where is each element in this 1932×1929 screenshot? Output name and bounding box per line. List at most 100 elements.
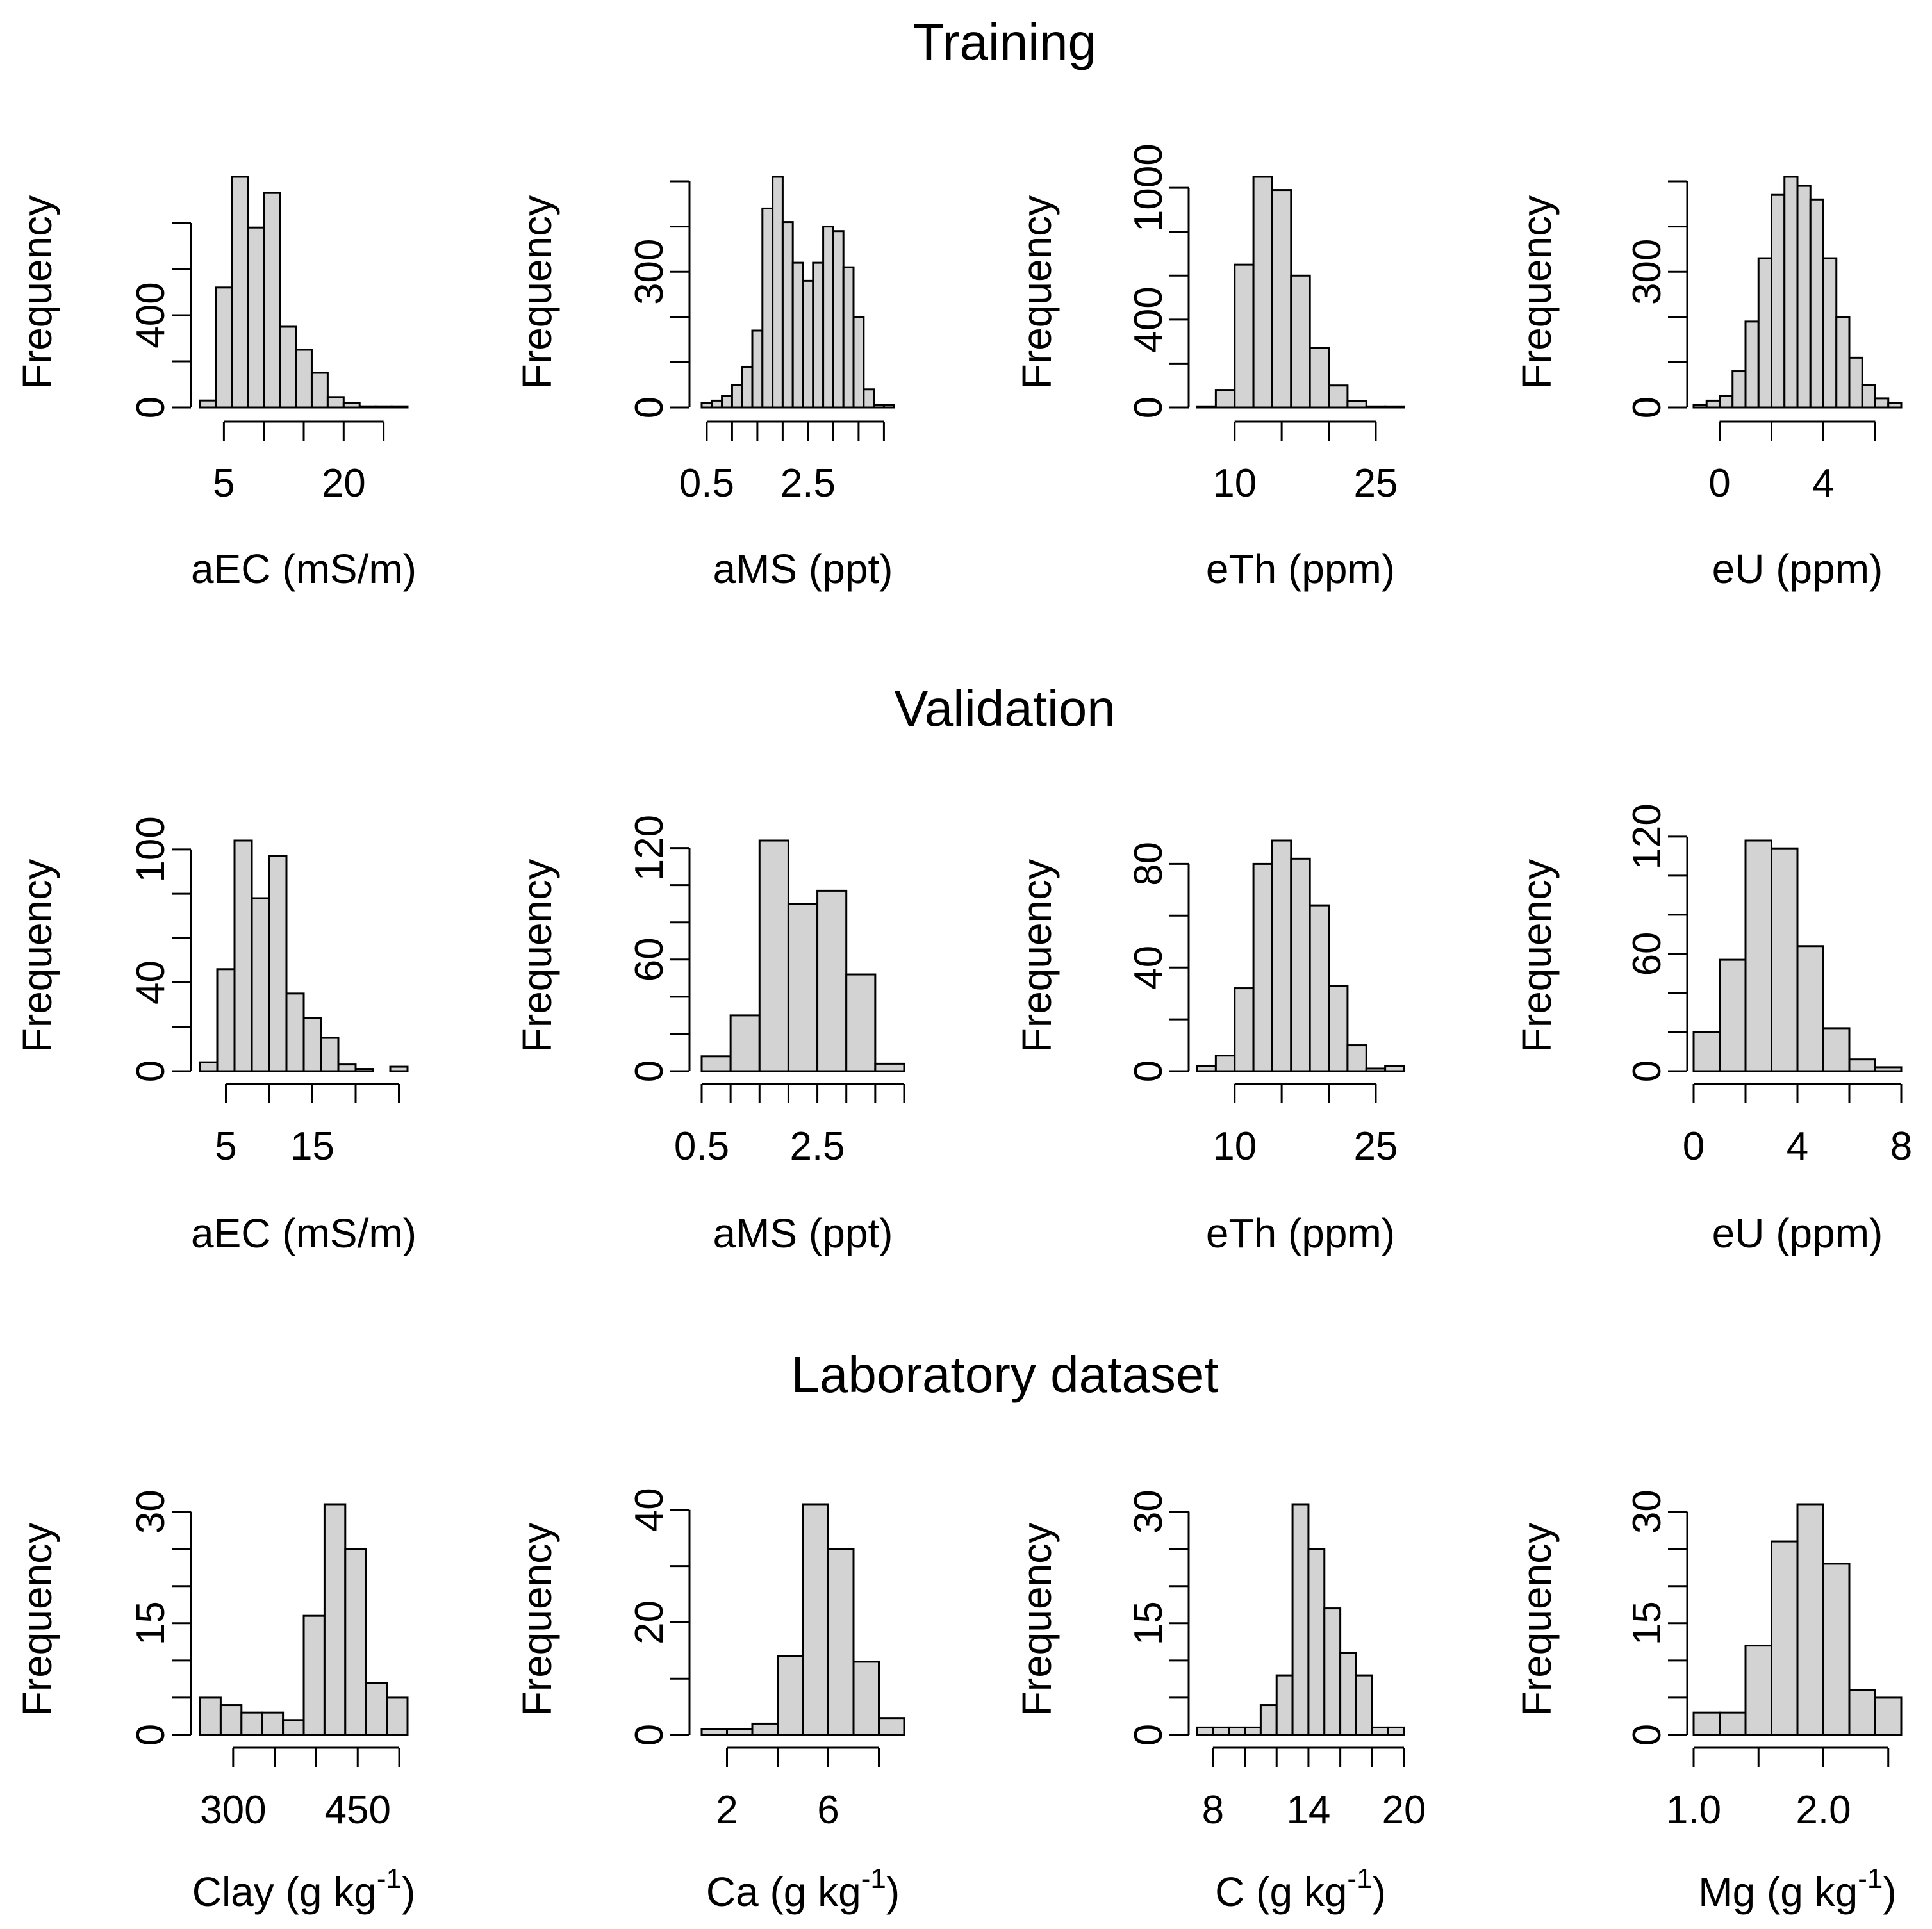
x-tick-label-training-eu-ppm-4: 4 bbox=[1812, 461, 1834, 505]
bar-laboratory-dataset-c-g-kg-7 bbox=[1307, 1548, 1326, 1736]
bar-training-eth-ppm-3 bbox=[1252, 176, 1273, 409]
bar-training-aec-ms-m-7 bbox=[310, 372, 329, 409]
bar-validation-eth-ppm-1 bbox=[1214, 1055, 1236, 1072]
bar-training-eth-ppm-8 bbox=[1346, 400, 1367, 409]
x-tick-label-validation-eth-ppm-10: 10 bbox=[1212, 1124, 1257, 1169]
y-tick-label-validation-eth-ppm-40: 40 bbox=[1127, 946, 1171, 990]
histogram-validation-aec-ms-m: 0 40 100 5 15 aEC (mS/m) Frequency bbox=[14, 816, 417, 1256]
bar-validation-aec-ms-m-0 bbox=[199, 1061, 219, 1072]
bar-laboratory-dataset-clay-g-kg-9 bbox=[386, 1696, 409, 1736]
y-tick-label-training-eu-ppm-0: 0 bbox=[1625, 397, 1669, 418]
bar-training-eu-ppm-11 bbox=[1835, 316, 1851, 409]
bar-training-ams-ppt-16 bbox=[863, 388, 875, 409]
x-axis-label-laboratory-dataset-c-g-kg: C (g kg-1) bbox=[1215, 1863, 1386, 1915]
row-title-training: Training bbox=[913, 13, 1096, 70]
y-tick-label-training-ams-ppt-0: 0 bbox=[627, 397, 672, 418]
bar-training-eth-ppm-5 bbox=[1290, 274, 1311, 409]
x-tick-label-validation-eu-ppm-8: 8 bbox=[1890, 1124, 1912, 1169]
bar-validation-eth-ppm-7 bbox=[1328, 985, 1349, 1072]
bar-training-eu-ppm-4 bbox=[1744, 320, 1760, 409]
bar-validation-eth-ppm-4 bbox=[1271, 839, 1292, 1072]
bar-training-aec-ms-m-9 bbox=[342, 402, 361, 409]
bar-validation-ams-ppt-3 bbox=[787, 903, 819, 1072]
y-tick-label-training-eth-ppm-0: 0 bbox=[1127, 397, 1171, 418]
y-tick-label-validation-ams-ppt-120: 120 bbox=[627, 815, 672, 881]
y-tick-label-laboratory-dataset-ca-g-kg-40: 40 bbox=[627, 1488, 672, 1532]
y-tick-label-laboratory-dataset-c-g-kg-0: 0 bbox=[1127, 1724, 1171, 1746]
y-tick-label-laboratory-dataset-ca-g-kg-0: 0 bbox=[627, 1724, 672, 1746]
x-axis-label-validation-eth-ppm: eTh (ppm) bbox=[1206, 1210, 1395, 1256]
x-tick-label-validation-aec-ms-m-15: 15 bbox=[290, 1124, 334, 1169]
bar-laboratory-dataset-clay-g-kg-0 bbox=[199, 1696, 222, 1736]
y-tick-label-training-eth-ppm-400: 400 bbox=[1127, 286, 1171, 352]
y-tick-label-validation-aec-ms-m-40: 40 bbox=[129, 960, 173, 1005]
bar-training-ams-ppt-3 bbox=[731, 384, 743, 409]
bar-validation-eu-ppm-6 bbox=[1848, 1058, 1876, 1072]
y-tick-label-laboratory-dataset-c-g-kg-15: 15 bbox=[1127, 1601, 1171, 1645]
x-tick-label-laboratory-dataset-clay-g-kg-300: 300 bbox=[200, 1788, 266, 1832]
x-axis-label-training-ams-ppt: aMS (ppt) bbox=[713, 546, 893, 592]
bar-laboratory-dataset-ca-g-kg-2 bbox=[751, 1722, 779, 1736]
bar-training-aec-ms-m-1 bbox=[215, 286, 233, 409]
bar-validation-eu-ppm-3 bbox=[1771, 847, 1799, 1072]
bar-laboratory-dataset-clay-g-kg-7 bbox=[344, 1548, 367, 1736]
histogram-training-ams-ppt: 0 300 0.5 2.5 aMS (ppt) Frequency bbox=[514, 176, 895, 592]
y-tick-label-laboratory-dataset-clay-g-kg-30: 30 bbox=[129, 1490, 173, 1534]
y-axis-label-laboratory-dataset-c-g-kg: Frequency bbox=[1014, 1523, 1060, 1716]
bar-validation-eth-ppm-9 bbox=[1365, 1067, 1387, 1072]
bar-training-ams-ppt-11 bbox=[812, 261, 825, 409]
bar-training-eu-ppm-5 bbox=[1757, 257, 1772, 409]
bar-validation-aec-ms-m-3 bbox=[251, 897, 270, 1072]
bar-laboratory-dataset-c-g-kg-0 bbox=[1196, 1726, 1214, 1736]
y-tick-label-training-ams-ppt-300: 300 bbox=[627, 239, 672, 305]
bar-training-eu-ppm-3 bbox=[1731, 370, 1747, 409]
bar-laboratory-dataset-clay-g-kg-2 bbox=[240, 1711, 263, 1736]
x-axis-label-laboratory-dataset-ca-g-kg: Ca (g kg-1) bbox=[706, 1863, 900, 1915]
bar-training-aec-ms-m-6 bbox=[295, 349, 313, 409]
x-tick-label-validation-aec-ms-m-5: 5 bbox=[215, 1124, 236, 1169]
x-tick-label-validation-eu-ppm-0: 0 bbox=[1683, 1124, 1705, 1169]
histogram-training-aec-ms-m: 0 400 5 20 aEC (mS/m) Frequency bbox=[14, 176, 417, 592]
y-tick-label-training-eth-ppm-1000: 1000 bbox=[1127, 144, 1171, 232]
histogram-laboratory-dataset-c-g-kg: 0 15 30 8 14 20 C (g kg-1) Frequency bbox=[1014, 1490, 1426, 1915]
x-tick-label-validation-eth-ppm-25: 25 bbox=[1353, 1124, 1398, 1169]
x-tick-label-training-ams-ppt-0-5: 0.5 bbox=[679, 461, 734, 505]
bar-training-ams-ppt-17 bbox=[873, 404, 885, 409]
bar-validation-eu-ppm-7 bbox=[1874, 1066, 1903, 1072]
bar-validation-aec-ms-m-1 bbox=[216, 968, 236, 1072]
y-tick-label-laboratory-dataset-clay-g-kg-15: 15 bbox=[129, 1601, 173, 1645]
y-tick-label-validation-aec-ms-m-100: 100 bbox=[129, 816, 173, 882]
bar-validation-ams-ppt-1 bbox=[729, 1014, 761, 1072]
bar-validation-aec-ms-m-9 bbox=[354, 1068, 374, 1072]
bar-training-eth-ppm-4 bbox=[1271, 189, 1292, 409]
bar-training-eu-ppm-12 bbox=[1848, 356, 1863, 409]
y-tick-label-validation-eu-ppm-0: 0 bbox=[1625, 1060, 1669, 1082]
bar-training-aec-ms-m-12 bbox=[390, 405, 409, 409]
bar-laboratory-dataset-c-g-kg-3 bbox=[1244, 1726, 1262, 1736]
x-axis-label-laboratory-dataset-mg-g-kg: Mg (g kg-1) bbox=[1698, 1863, 1896, 1915]
bar-training-eu-ppm-15 bbox=[1887, 402, 1903, 409]
y-tick-label-training-eu-ppm-300: 300 bbox=[1625, 239, 1669, 305]
y-axis-label-laboratory-dataset-mg-g-kg: Frequency bbox=[1514, 1523, 1560, 1716]
histogram-laboratory-dataset-ca-g-kg: 0 20 40 2 6 Ca (g kg-1) Frequency bbox=[514, 1488, 905, 1915]
bar-training-eth-ppm-7 bbox=[1328, 384, 1349, 409]
bar-training-aec-ms-m-5 bbox=[279, 325, 297, 409]
bar-laboratory-dataset-clay-g-kg-8 bbox=[365, 1682, 388, 1736]
bar-laboratory-dataset-clay-g-kg-5 bbox=[302, 1614, 326, 1736]
x-tick-label-laboratory-dataset-mg-g-kg-1: 1.0 bbox=[1666, 1788, 1721, 1832]
y-tick-label-validation-eu-ppm-60: 60 bbox=[1625, 932, 1669, 976]
bar-training-aec-ms-m-3 bbox=[247, 226, 265, 409]
x-tick-label-laboratory-dataset-mg-g-kg-2: 2.0 bbox=[1796, 1788, 1851, 1832]
bar-laboratory-dataset-ca-g-kg-7 bbox=[878, 1717, 905, 1736]
x-tick-label-training-ams-ppt-2-5: 2.5 bbox=[780, 461, 836, 505]
y-axis-label-training-ams-ppt: Frequency bbox=[514, 195, 560, 389]
x-tick-label-laboratory-dataset-c-g-kg-14: 14 bbox=[1286, 1788, 1330, 1832]
bar-training-ams-ppt-13 bbox=[832, 230, 845, 409]
y-axis-label-training-aec-ms-m: Frequency bbox=[14, 195, 60, 389]
histogram-laboratory-dataset-mg-g-kg: 0 15 30 1.0 2.0 Mg (g kg-1) Frequency bbox=[1514, 1490, 1903, 1915]
bar-training-ams-ppt-10 bbox=[802, 279, 814, 409]
bar-training-eu-ppm-9 bbox=[1809, 198, 1824, 409]
x-tick-label-training-eu-ppm-0: 0 bbox=[1708, 461, 1730, 505]
bar-training-aec-ms-m-4 bbox=[263, 192, 281, 409]
y-tick-label-training-aec-ms-m-400: 400 bbox=[129, 282, 173, 348]
